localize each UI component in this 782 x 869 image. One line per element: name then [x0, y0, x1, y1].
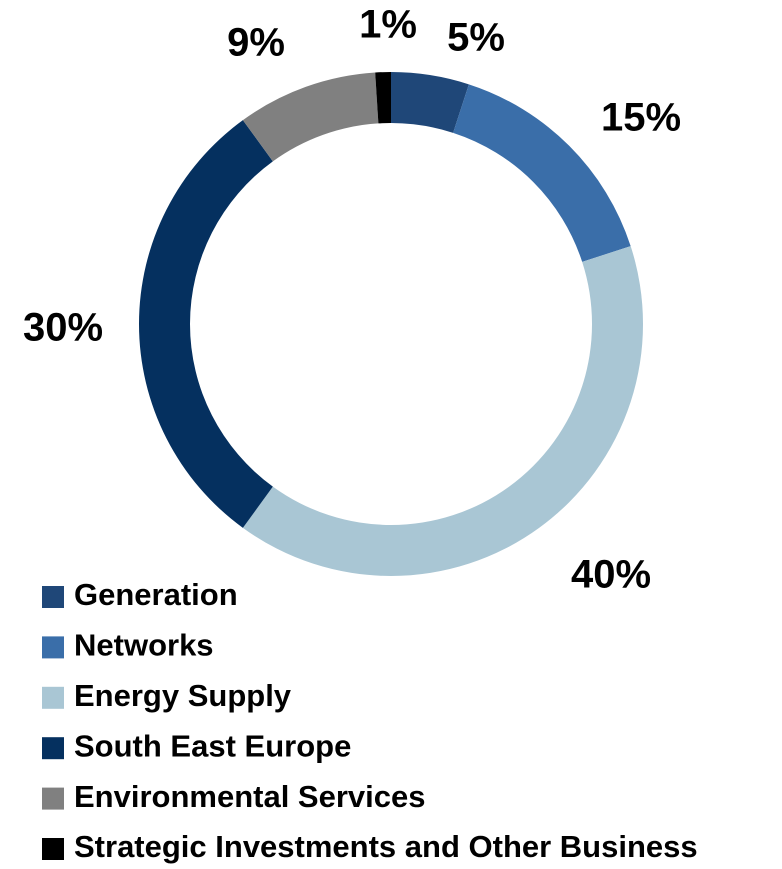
slice-south-east-europe: [138, 120, 273, 528]
slice-label-energy-supply: 40%: [571, 553, 651, 597]
slice-strategic-investments-and-other-business: [375, 72, 391, 124]
legend-swatch-energy-supply: [42, 686, 64, 709]
legend-label-networks: Networks: [74, 628, 214, 663]
slice-generation: [391, 72, 469, 133]
legend-label-energy-supply: Energy Supply: [74, 678, 292, 713]
donut-slices: [138, 72, 643, 577]
slice-label-generation: 5%: [447, 16, 505, 60]
legend-swatch-networks: [42, 636, 64, 659]
slice-networks: [453, 84, 631, 262]
slice-label-strategic-investments-and-other-business: 1%: [359, 3, 417, 47]
legend-label-environmental-services: Environmental Services: [74, 779, 426, 814]
slice-label-networks: 15%: [601, 96, 681, 140]
slice-labels: 5% 15% 40% 30% 9% 1%: [23, 3, 681, 597]
slice-energy-supply: [242, 246, 643, 577]
legend-item-generation: Generation: [42, 577, 238, 612]
slice-label-environmental-services: 9%: [227, 21, 285, 65]
legend-swatch-strategic-investments-and-other-business: [42, 838, 64, 860]
legend-swatch-south-east-europe: [42, 737, 64, 760]
legend: Generation Networks Energy Supply South Eas…: [42, 577, 698, 864]
legend-item-strategic-investments-and-other-business: Strategic Investments and Other Business: [42, 829, 698, 864]
legend-label-south-east-europe: South East Europe: [74, 728, 351, 763]
legend-item-environmental-services: Environmental Services: [42, 779, 426, 814]
slice-environmental-services: [242, 72, 379, 162]
legend-item-networks: Networks: [42, 628, 214, 663]
legend-label-strategic-investments-and-other-business: Strategic Investments and Other Business: [74, 829, 698, 864]
legend-item-south-east-europe: South East Europe: [42, 728, 351, 763]
legend-item-energy-supply: Energy Supply: [42, 678, 292, 713]
legend-swatch-environmental-services: [42, 787, 64, 810]
legend-label-generation: Generation: [74, 577, 238, 612]
slice-label-south-east-europe: 30%: [23, 306, 103, 350]
legend-swatch-generation: [42, 586, 64, 608]
